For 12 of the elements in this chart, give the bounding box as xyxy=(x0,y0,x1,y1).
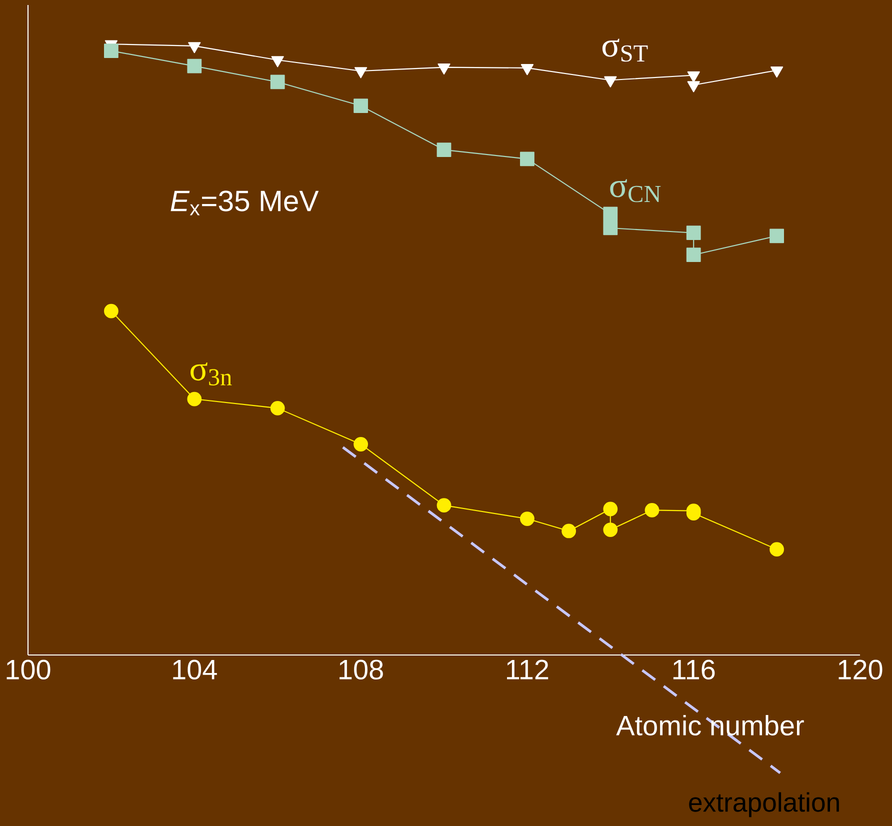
x-tick-label: 112 xyxy=(507,660,548,680)
x-tick-label: 116 xyxy=(673,660,715,680)
series-label: extrapolation xyxy=(689,792,839,818)
x-tick-label: 100 xyxy=(6,660,50,680)
series-label: σ$_{3n}$ xyxy=(190,362,232,386)
series-label: σ$_{CN}$ xyxy=(610,179,661,202)
series-label: σ$_{ST}$ xyxy=(602,38,648,62)
x-axis-title: Atomic number xyxy=(616,714,804,736)
x-tick-label: 120 xyxy=(838,660,882,680)
annotation: E$_{x}$=35 MeV xyxy=(170,190,319,216)
x-tick-label: 108 xyxy=(340,660,383,680)
x-tick-label: 104 xyxy=(173,660,217,680)
